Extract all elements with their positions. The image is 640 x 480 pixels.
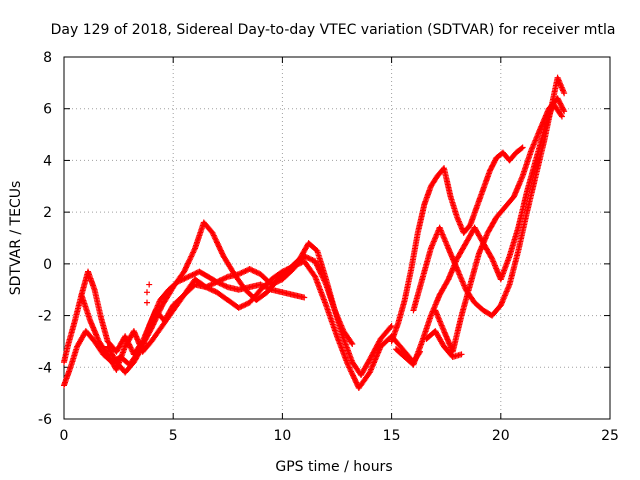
y-tick-label: -4 — [38, 360, 52, 376]
y-axis-label: SDTVAR / TECUs — [8, 181, 24, 296]
data-series-d — [104, 253, 356, 376]
y-tick-label: 8 — [43, 50, 52, 66]
x-tick-label: 0 — [60, 428, 69, 444]
axis-ticks: 0 5 10 15 20 25 -6 -4 -2 0 2 4 6 8 — [38, 50, 619, 444]
data-series-g — [410, 74, 568, 319]
y-tick-label: 2 — [43, 205, 52, 221]
x-tick-label: 10 — [273, 428, 291, 444]
data-series-c — [78, 258, 423, 391]
data-series-e — [388, 144, 526, 345]
chart-title: Day 129 of 2018, Sidereal Day-to-day VTE… — [51, 22, 616, 38]
y-tick-label: -6 — [38, 412, 52, 428]
x-tick-label: 25 — [601, 428, 619, 444]
data-series-h — [432, 95, 568, 355]
plot-area-frame — [63, 56, 611, 420]
x-tick-label: 5 — [169, 428, 178, 444]
data-point — [146, 281, 153, 288]
data-series-i — [423, 328, 465, 360]
x-tick-label: 15 — [383, 428, 401, 444]
y-tick-label: 0 — [43, 257, 52, 273]
y-tick-label: -2 — [38, 309, 52, 325]
x-axis-label: GPS time / hours — [275, 459, 392, 475]
data-point — [143, 299, 150, 306]
data-series — [61, 74, 568, 391]
grid — [64, 57, 610, 419]
y-tick-label: 4 — [43, 153, 52, 169]
x-tick-label: 20 — [492, 428, 510, 444]
data-point — [143, 289, 150, 296]
y-tick-label: 6 — [43, 102, 52, 118]
